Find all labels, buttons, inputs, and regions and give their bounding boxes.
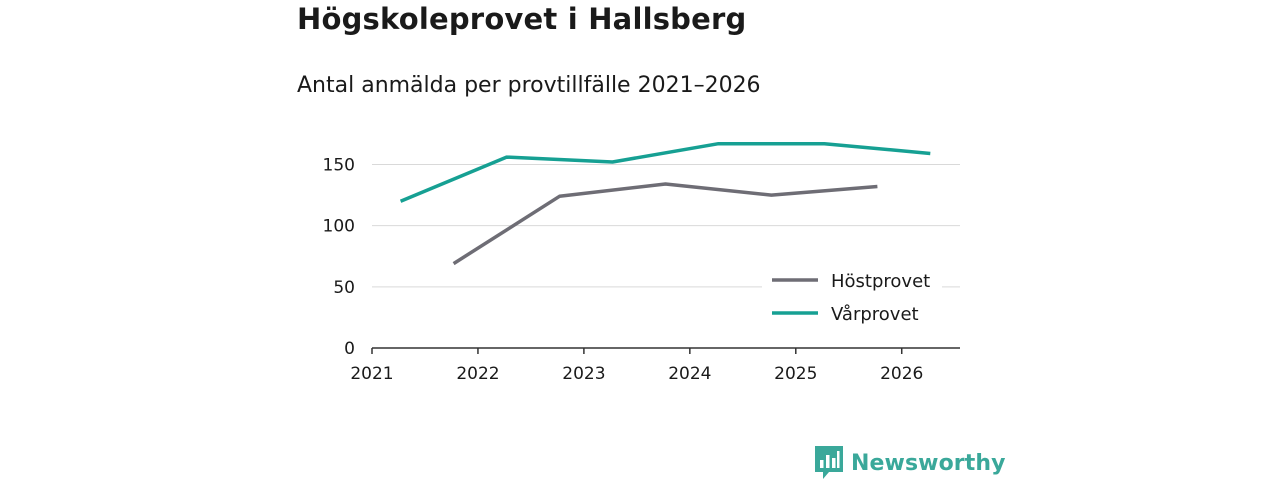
newsworthy-icon (815, 446, 843, 479)
series-lines (399, 141, 931, 266)
y-tick-label: 0 (344, 339, 355, 359)
newsworthy-logo: Newsworthy (815, 446, 1006, 480)
x-tick-label: 2023 (562, 364, 605, 384)
chart-subtitle: Antal anmälda per provtillfälle 2021–202… (297, 73, 761, 98)
series-line-höstprovet (452, 182, 878, 266)
legend-background (762, 262, 942, 330)
chart-title: Högskoleprovet i Hallsberg (297, 2, 747, 36)
x-tick-label: 2025 (774, 364, 817, 384)
brand-name: Newsworthy (851, 450, 1006, 476)
legend-label: Höstprovet (831, 271, 930, 292)
x-tick-label: 2022 (456, 364, 499, 384)
y-tick-label: 100 (323, 217, 355, 237)
x-tick-label: 2026 (880, 364, 923, 384)
legend-label: Vårprovet (831, 304, 919, 325)
axes: 0 50 100 150 2021 2022 2023 2024 2025 2026 (323, 155, 960, 384)
legend: Höstprovet Vårprovet (762, 262, 942, 330)
x-tick-label: 2024 (668, 364, 711, 384)
y-tick-label: 150 (323, 155, 355, 175)
y-tick-label: 50 (333, 278, 355, 298)
series-line-vårprovet (399, 141, 931, 203)
x-tick-label: 2021 (350, 364, 393, 384)
